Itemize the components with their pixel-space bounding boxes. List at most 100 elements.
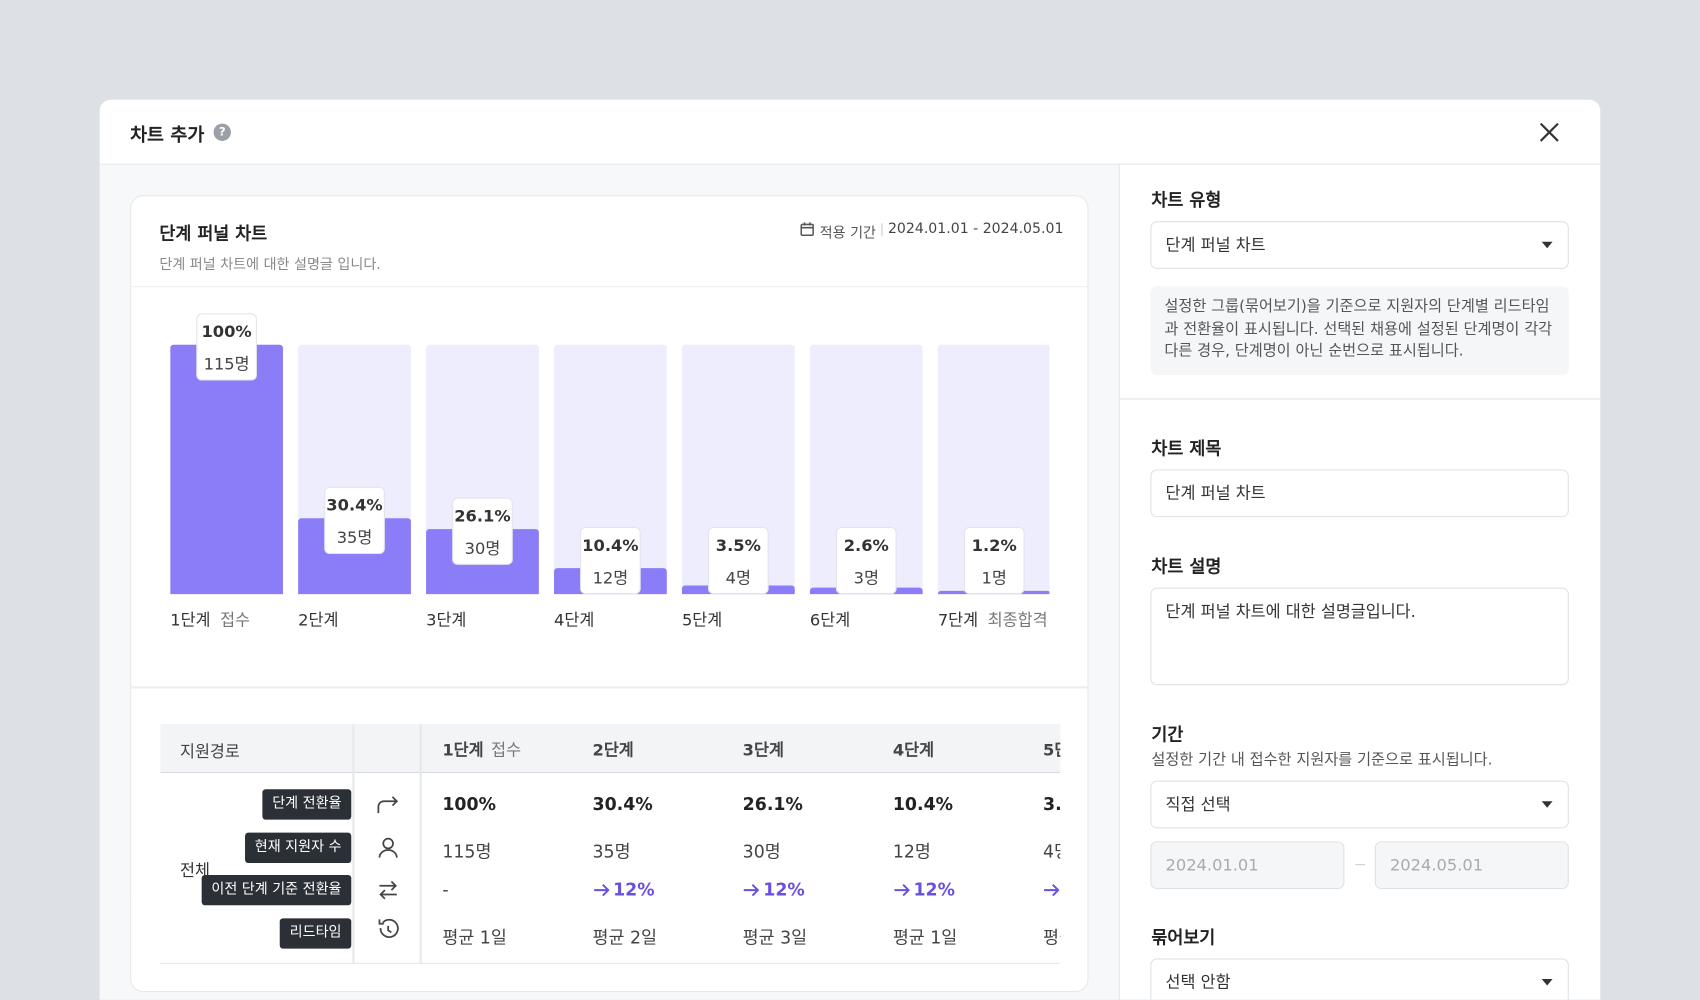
divider bbox=[352, 724, 355, 964]
column-header: 지원경로 bbox=[179, 741, 240, 762]
value-label: 30.4% 35명 bbox=[324, 486, 385, 555]
divider bbox=[881, 223, 883, 237]
count-label: 12명 bbox=[592, 568, 629, 588]
value-label: 3.5% 4명 bbox=[707, 526, 769, 595]
table-cell: 4명 bbox=[1043, 841, 1060, 862]
divider bbox=[131, 686, 1088, 689]
value-label: 100% 115명 bbox=[196, 313, 257, 381]
column-header: 5단계 bbox=[1043, 740, 1060, 761]
rate-label: 30.4% bbox=[326, 495, 383, 516]
value-label: 1.2% 1명 bbox=[963, 526, 1025, 595]
table-cell: 평균 2일 bbox=[592, 926, 657, 948]
arrow-icon bbox=[743, 884, 760, 897]
value-label: 26.1% 30명 bbox=[452, 497, 513, 565]
range-dash bbox=[1355, 864, 1366, 866]
select-value: 단계 퍼널 차트 bbox=[1165, 235, 1266, 255]
close-button[interactable] bbox=[1538, 121, 1560, 143]
column-sublabel: 접수 bbox=[491, 740, 522, 761]
period-label: 적용 기간 bbox=[819, 225, 877, 242]
divider bbox=[99, 163, 1601, 165]
end-date[interactable]: 2024.05.01 bbox=[1374, 841, 1569, 890]
help-icon[interactable]: ? bbox=[213, 123, 231, 141]
arrow-icon bbox=[1044, 884, 1060, 897]
table-cell: 30.4% bbox=[592, 793, 653, 815]
stage-label: 4단계 bbox=[554, 610, 595, 630]
stage-sublabel: 최종합격 bbox=[987, 610, 1048, 630]
divider bbox=[1118, 164, 1120, 1000]
value-label: 10.4% 12명 bbox=[580, 526, 641, 595]
field-label: 묶어보기 bbox=[1151, 926, 1216, 948]
stage-label: 3단계 bbox=[426, 610, 467, 630]
rate-label: 1.2% bbox=[971, 535, 1017, 556]
title-input[interactable]: 단계 퍼널 차트 bbox=[1150, 469, 1569, 518]
field-label: 차트 유형 bbox=[1151, 189, 1222, 211]
value-label: 2.6% 3명 bbox=[835, 526, 897, 595]
period: 2024.01.01 - 2024.05.01 bbox=[887, 221, 1064, 238]
stage-label: 5단계 bbox=[681, 610, 723, 630]
rate-label: 10.4% bbox=[582, 535, 639, 556]
table-cell: 평균 1일 bbox=[442, 926, 507, 948]
bar bbox=[170, 344, 283, 595]
row-tag: 현재 지원자 수 bbox=[244, 832, 352, 864]
stage-label: 2단계 bbox=[298, 610, 339, 630]
info-box: 설정한 그룹(묶어보기)을 기준으로 지원자의 단계별 리드타임과 전환율이 표… bbox=[1150, 286, 1569, 376]
divider bbox=[419, 724, 422, 964]
card-title: 단계 퍼널 차트 bbox=[159, 223, 268, 244]
funnel-chart: 100% 115명 1단계 접수 30.4% 35명 2단계 26.1% 30명 3단계 10.4%… bbox=[170, 304, 1050, 640]
divider bbox=[131, 286, 1088, 288]
chart-type-select[interactable]: 단계 퍼널 차트 bbox=[1150, 221, 1569, 269]
count-label: 1명 bbox=[981, 568, 1007, 588]
rate-label: 3.5% bbox=[715, 535, 761, 556]
table-cell: 30명 bbox=[742, 841, 781, 862]
card-description: 단계 퍼널 차트에 대한 설명글 입니다. bbox=[159, 256, 381, 274]
modal-title: 차트 추가 bbox=[130, 124, 205, 147]
table-cell: - bbox=[442, 879, 449, 900]
column-header: 1단계 bbox=[442, 740, 484, 761]
field-help: 설정한 기간 내 접수한 지원자를 기준으로 표시됩니다. bbox=[1151, 751, 1493, 769]
rate-label: 26.1% bbox=[454, 506, 511, 526]
rate-label: 2.6% bbox=[843, 535, 889, 556]
table-cell: 35명 bbox=[592, 841, 631, 862]
stage-sublabel: 접수 bbox=[220, 610, 251, 630]
description-input[interactable]: 단계 퍼널 차트에 대한 설명글입니다. bbox=[1150, 587, 1569, 686]
field-label: 기간 bbox=[1151, 724, 1184, 745]
table-cell: 12명 bbox=[892, 841, 931, 862]
select-value: 직접 선택 bbox=[1165, 794, 1231, 815]
divider bbox=[160, 962, 1061, 964]
start-date[interactable]: 2024.01.01 bbox=[1150, 841, 1345, 890]
column-header: 3단계 bbox=[742, 740, 784, 761]
table-cell: 평균 1일 bbox=[892, 926, 958, 948]
period-select[interactable]: 직접 선택 bbox=[1150, 780, 1569, 829]
table-cell: 평균 3일 bbox=[742, 926, 808, 948]
stage-label: 1단계 bbox=[170, 610, 211, 630]
divider bbox=[1119, 397, 1601, 401]
group-select[interactable]: 선택 안함 bbox=[1150, 958, 1569, 1000]
column-header: 2단계 bbox=[592, 740, 634, 761]
count-label: 35명 bbox=[336, 528, 373, 548]
row-tag: 이전 단계 기준 전환율 bbox=[201, 874, 352, 906]
table-cell: 26.1% bbox=[742, 793, 803, 815]
select-value: 선택 안함 bbox=[1165, 972, 1231, 993]
stage-label: 7단계 bbox=[937, 610, 979, 630]
row-tag: 단계 전환율 bbox=[262, 789, 352, 820]
arrow-icon bbox=[593, 884, 610, 897]
table-header bbox=[160, 724, 1061, 774]
stage-table: 1단계 접수 100% 115명 - 평균 1일 2단계 30.4% 35명 12% 평균 2일 3단… bbox=[422, 724, 1061, 963]
count-label: 3명 bbox=[853, 568, 879, 588]
table-cell: 12% bbox=[913, 879, 955, 900]
table-cell: 115명 bbox=[442, 841, 492, 862]
count-label: 30명 bbox=[464, 538, 501, 559]
field-label: 차트 제목 bbox=[1151, 438, 1222, 459]
table-cell: 3.5% bbox=[1043, 793, 1061, 815]
field-label: 차트 설명 bbox=[1151, 556, 1222, 577]
table-cell: 12% bbox=[613, 879, 655, 900]
calendar-icon bbox=[800, 222, 814, 237]
column-header: 4단계 bbox=[892, 740, 935, 761]
table-cell: 12% bbox=[763, 879, 805, 900]
count-label: 115명 bbox=[203, 354, 250, 375]
row-tag: 리드타임 bbox=[279, 918, 352, 949]
rate-label: 100% bbox=[201, 322, 252, 342]
row-icons bbox=[377, 796, 399, 938]
